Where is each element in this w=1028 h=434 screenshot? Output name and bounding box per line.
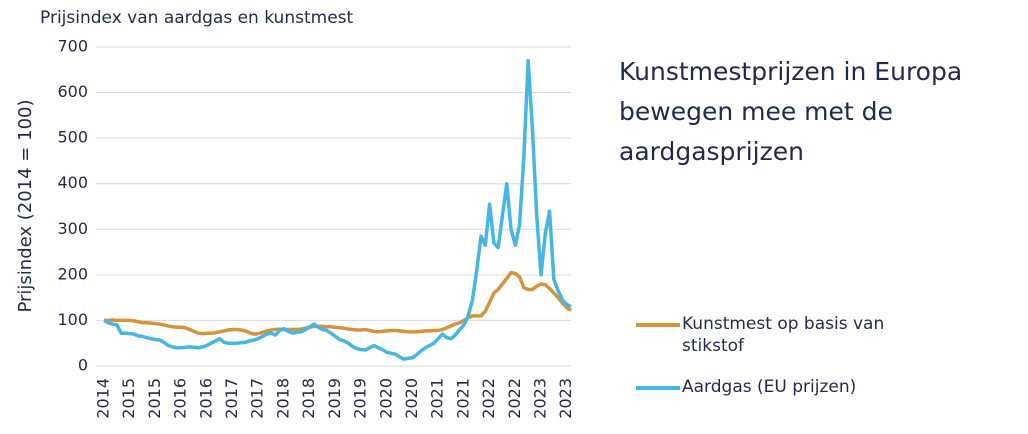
y-tick-label: 600 bbox=[57, 82, 88, 101]
x-tick-label: 2017 bbox=[248, 378, 267, 419]
x-tick-label: 2023 bbox=[531, 378, 550, 419]
y-tick-label: 400 bbox=[57, 173, 88, 192]
x-tick-label: 2021 bbox=[453, 378, 472, 419]
y-tick-label: 300 bbox=[57, 219, 88, 238]
x-tick-label: 2022 bbox=[505, 378, 524, 419]
line-series bbox=[103, 58, 572, 361]
x-tick-label: 2018 bbox=[273, 378, 292, 419]
x-tick-label: 2018 bbox=[299, 378, 318, 419]
x-tick-label: 2021 bbox=[428, 378, 447, 419]
y-tick-label: 200 bbox=[57, 264, 88, 283]
x-tick-label: 2014 bbox=[94, 378, 113, 419]
x-tick-label: 2015 bbox=[119, 378, 138, 419]
x-tick-label: 2016 bbox=[196, 378, 215, 419]
x-tick-label: 2022 bbox=[479, 378, 498, 419]
annotation: Kunstmestprijzen in Europa bewegen mee m… bbox=[619, 57, 963, 166]
y-tick-label: 500 bbox=[57, 128, 88, 147]
y-tick-label: 0 bbox=[78, 356, 88, 375]
x-tick-label: 2019 bbox=[351, 378, 370, 419]
legend-label: Kunstmest op basis van stikstof bbox=[682, 314, 885, 356]
legend-swatch bbox=[636, 323, 680, 327]
y-axis-label: Prijsindex (2014 = 100) bbox=[15, 99, 36, 312]
legend-label: Aardgas (EU prijzen) bbox=[682, 377, 857, 397]
x-tick-label: 2020 bbox=[402, 378, 421, 419]
y-tick-label: 700 bbox=[57, 37, 88, 56]
legend-swatch bbox=[636, 386, 680, 390]
x-tick-label: 2023 bbox=[556, 378, 575, 419]
x-tick-label: 2020 bbox=[376, 378, 395, 419]
x-tick-label: 2016 bbox=[171, 378, 190, 419]
chart-title: Prijsindex van aardgas en kunstmest bbox=[40, 8, 354, 28]
line-series bbox=[104, 270, 572, 336]
x-tick-label: 2019 bbox=[325, 378, 344, 419]
x-tick-label: 2015 bbox=[145, 378, 164, 419]
x-tick-label: 2017 bbox=[222, 378, 241, 419]
y-tick-label: 100 bbox=[57, 310, 88, 329]
